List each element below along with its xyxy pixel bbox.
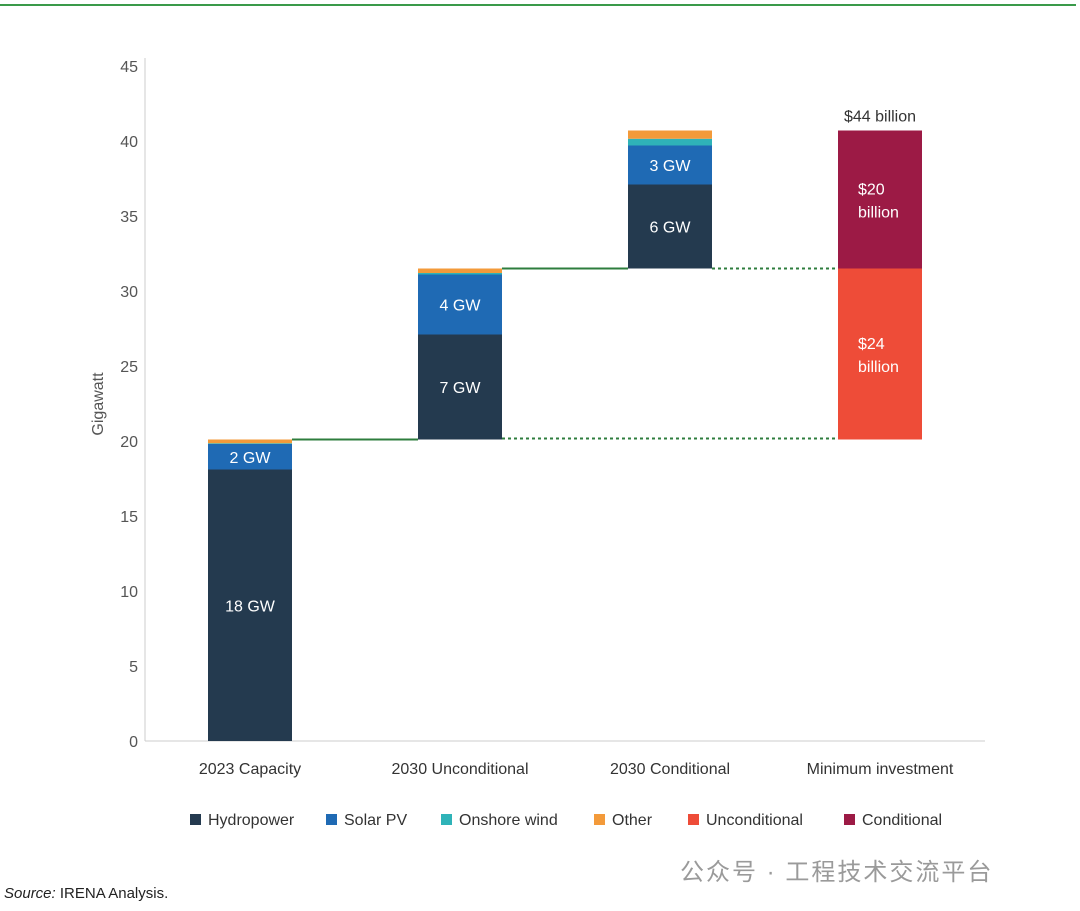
legend-label: Solar PV xyxy=(344,812,407,829)
legend-label: Hydropower xyxy=(208,812,295,829)
bar-segment-solar-pv xyxy=(418,274,502,335)
y-tick-label: 20 xyxy=(120,434,138,451)
y-tick-label: 25 xyxy=(120,359,138,376)
source-prefix: Source: xyxy=(4,885,56,902)
bar-segment-hydropower xyxy=(418,334,502,440)
bar-segment-other xyxy=(628,130,712,139)
data-label: 3 GW xyxy=(650,158,692,175)
bar-segment-solar-pv xyxy=(628,145,712,185)
total-label: $44 billion xyxy=(844,109,916,126)
data-label: 4 GW xyxy=(440,298,482,315)
x-tick-label: Minimum investment xyxy=(807,761,954,778)
bar-segment-onshore-wind xyxy=(208,443,292,444)
data-label: $24 xyxy=(858,336,885,353)
y-tick-label: 0 xyxy=(129,734,138,751)
bar-segment-unconditional xyxy=(838,268,922,440)
source-note: Source: IRENA Analysis. xyxy=(4,885,168,902)
legend-swatch xyxy=(441,814,452,825)
legend-swatch xyxy=(594,814,605,825)
legend-swatch xyxy=(688,814,699,825)
y-tick-label: 15 xyxy=(120,509,138,526)
data-label: billion xyxy=(858,359,899,376)
x-tick-label: 2030 Conditional xyxy=(610,761,730,778)
bar-segment-onshore-wind xyxy=(628,138,712,146)
bar-segment-solar-pv xyxy=(208,444,292,470)
data-label: 2 GW xyxy=(230,450,272,467)
bar-segment-other xyxy=(418,268,502,273)
y-tick-label: 45 xyxy=(120,59,138,76)
y-tick-label: 30 xyxy=(120,284,138,301)
legend-swatch xyxy=(190,814,201,825)
y-tick-label: 10 xyxy=(120,584,138,601)
legend-label: Unconditional xyxy=(706,812,803,829)
legend-swatch xyxy=(844,814,855,825)
y-axis-title: Gigawatt xyxy=(90,372,107,436)
top-rule xyxy=(0,4,1076,6)
bar-segment-conditional xyxy=(838,130,922,269)
legend-swatch xyxy=(326,814,337,825)
x-tick-label: 2030 Unconditional xyxy=(392,761,529,778)
bar-segment-onshore-wind xyxy=(418,273,502,275)
y-tick-label: 5 xyxy=(129,659,138,676)
watermark: 公众号 · 工程技术交流平台 xyxy=(680,859,994,886)
x-tick-label: 2023 Capacity xyxy=(199,761,301,778)
data-label: $20 xyxy=(858,182,885,199)
legend-label: Conditional xyxy=(862,812,942,829)
data-label: 7 GW xyxy=(440,380,482,397)
data-label: 18 GW xyxy=(225,598,276,615)
source-text: IRENA Analysis. xyxy=(55,885,169,902)
legend-label: Other xyxy=(612,812,653,829)
bar-segment-hydropower xyxy=(208,469,292,741)
bar-segment-hydropower xyxy=(628,184,712,269)
data-label: 6 GW xyxy=(650,220,692,237)
legend-label: Onshore wind xyxy=(459,812,558,829)
y-tick-label: 40 xyxy=(120,134,138,151)
data-label: billion xyxy=(858,205,899,222)
bar-segment-other xyxy=(208,439,292,444)
y-tick-label: 35 xyxy=(120,209,138,226)
